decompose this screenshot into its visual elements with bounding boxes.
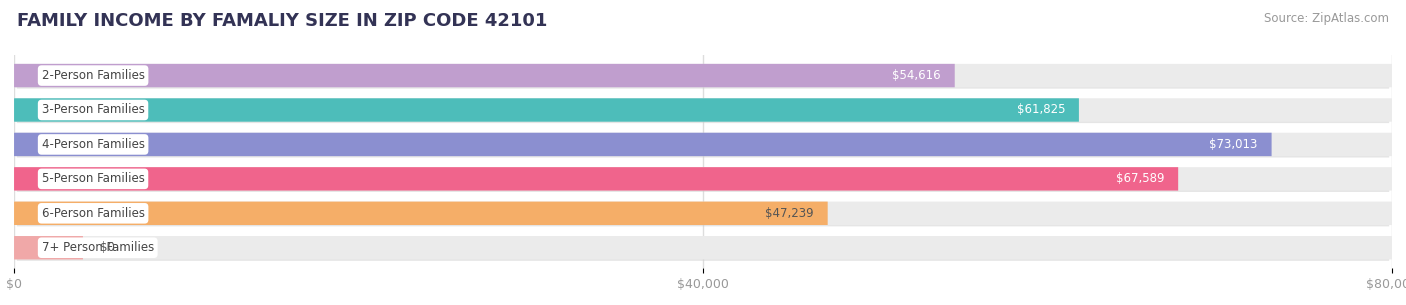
FancyBboxPatch shape	[17, 169, 1389, 192]
Text: 3-Person Families: 3-Person Families	[42, 103, 145, 117]
FancyBboxPatch shape	[14, 236, 1392, 260]
Text: $0: $0	[100, 241, 115, 254]
FancyBboxPatch shape	[14, 98, 1078, 122]
FancyBboxPatch shape	[17, 65, 1389, 89]
FancyBboxPatch shape	[17, 237, 1389, 261]
FancyBboxPatch shape	[14, 236, 83, 260]
Text: $61,825: $61,825	[1017, 103, 1066, 117]
Text: FAMILY INCOME BY FAMALIY SIZE IN ZIP CODE 42101: FAMILY INCOME BY FAMALIY SIZE IN ZIP COD…	[17, 12, 547, 30]
Text: $54,616: $54,616	[893, 69, 941, 82]
Text: $67,589: $67,589	[1116, 172, 1164, 185]
Text: 6-Person Families: 6-Person Families	[42, 207, 145, 220]
Text: $73,013: $73,013	[1209, 138, 1258, 151]
FancyBboxPatch shape	[14, 202, 828, 225]
Text: $47,239: $47,239	[765, 207, 814, 220]
FancyBboxPatch shape	[14, 167, 1392, 191]
FancyBboxPatch shape	[14, 64, 1392, 87]
FancyBboxPatch shape	[14, 167, 1178, 191]
Text: Source: ZipAtlas.com: Source: ZipAtlas.com	[1264, 12, 1389, 25]
Text: 2-Person Families: 2-Person Families	[42, 69, 145, 82]
FancyBboxPatch shape	[17, 134, 1389, 157]
FancyBboxPatch shape	[17, 100, 1389, 123]
Text: 7+ Person Families: 7+ Person Families	[42, 241, 153, 254]
Text: 4-Person Families: 4-Person Families	[42, 138, 145, 151]
FancyBboxPatch shape	[14, 133, 1271, 156]
FancyBboxPatch shape	[14, 202, 1392, 225]
FancyBboxPatch shape	[17, 203, 1389, 226]
FancyBboxPatch shape	[14, 98, 1392, 122]
FancyBboxPatch shape	[14, 133, 1392, 156]
FancyBboxPatch shape	[14, 64, 955, 87]
Text: 5-Person Families: 5-Person Families	[42, 172, 145, 185]
